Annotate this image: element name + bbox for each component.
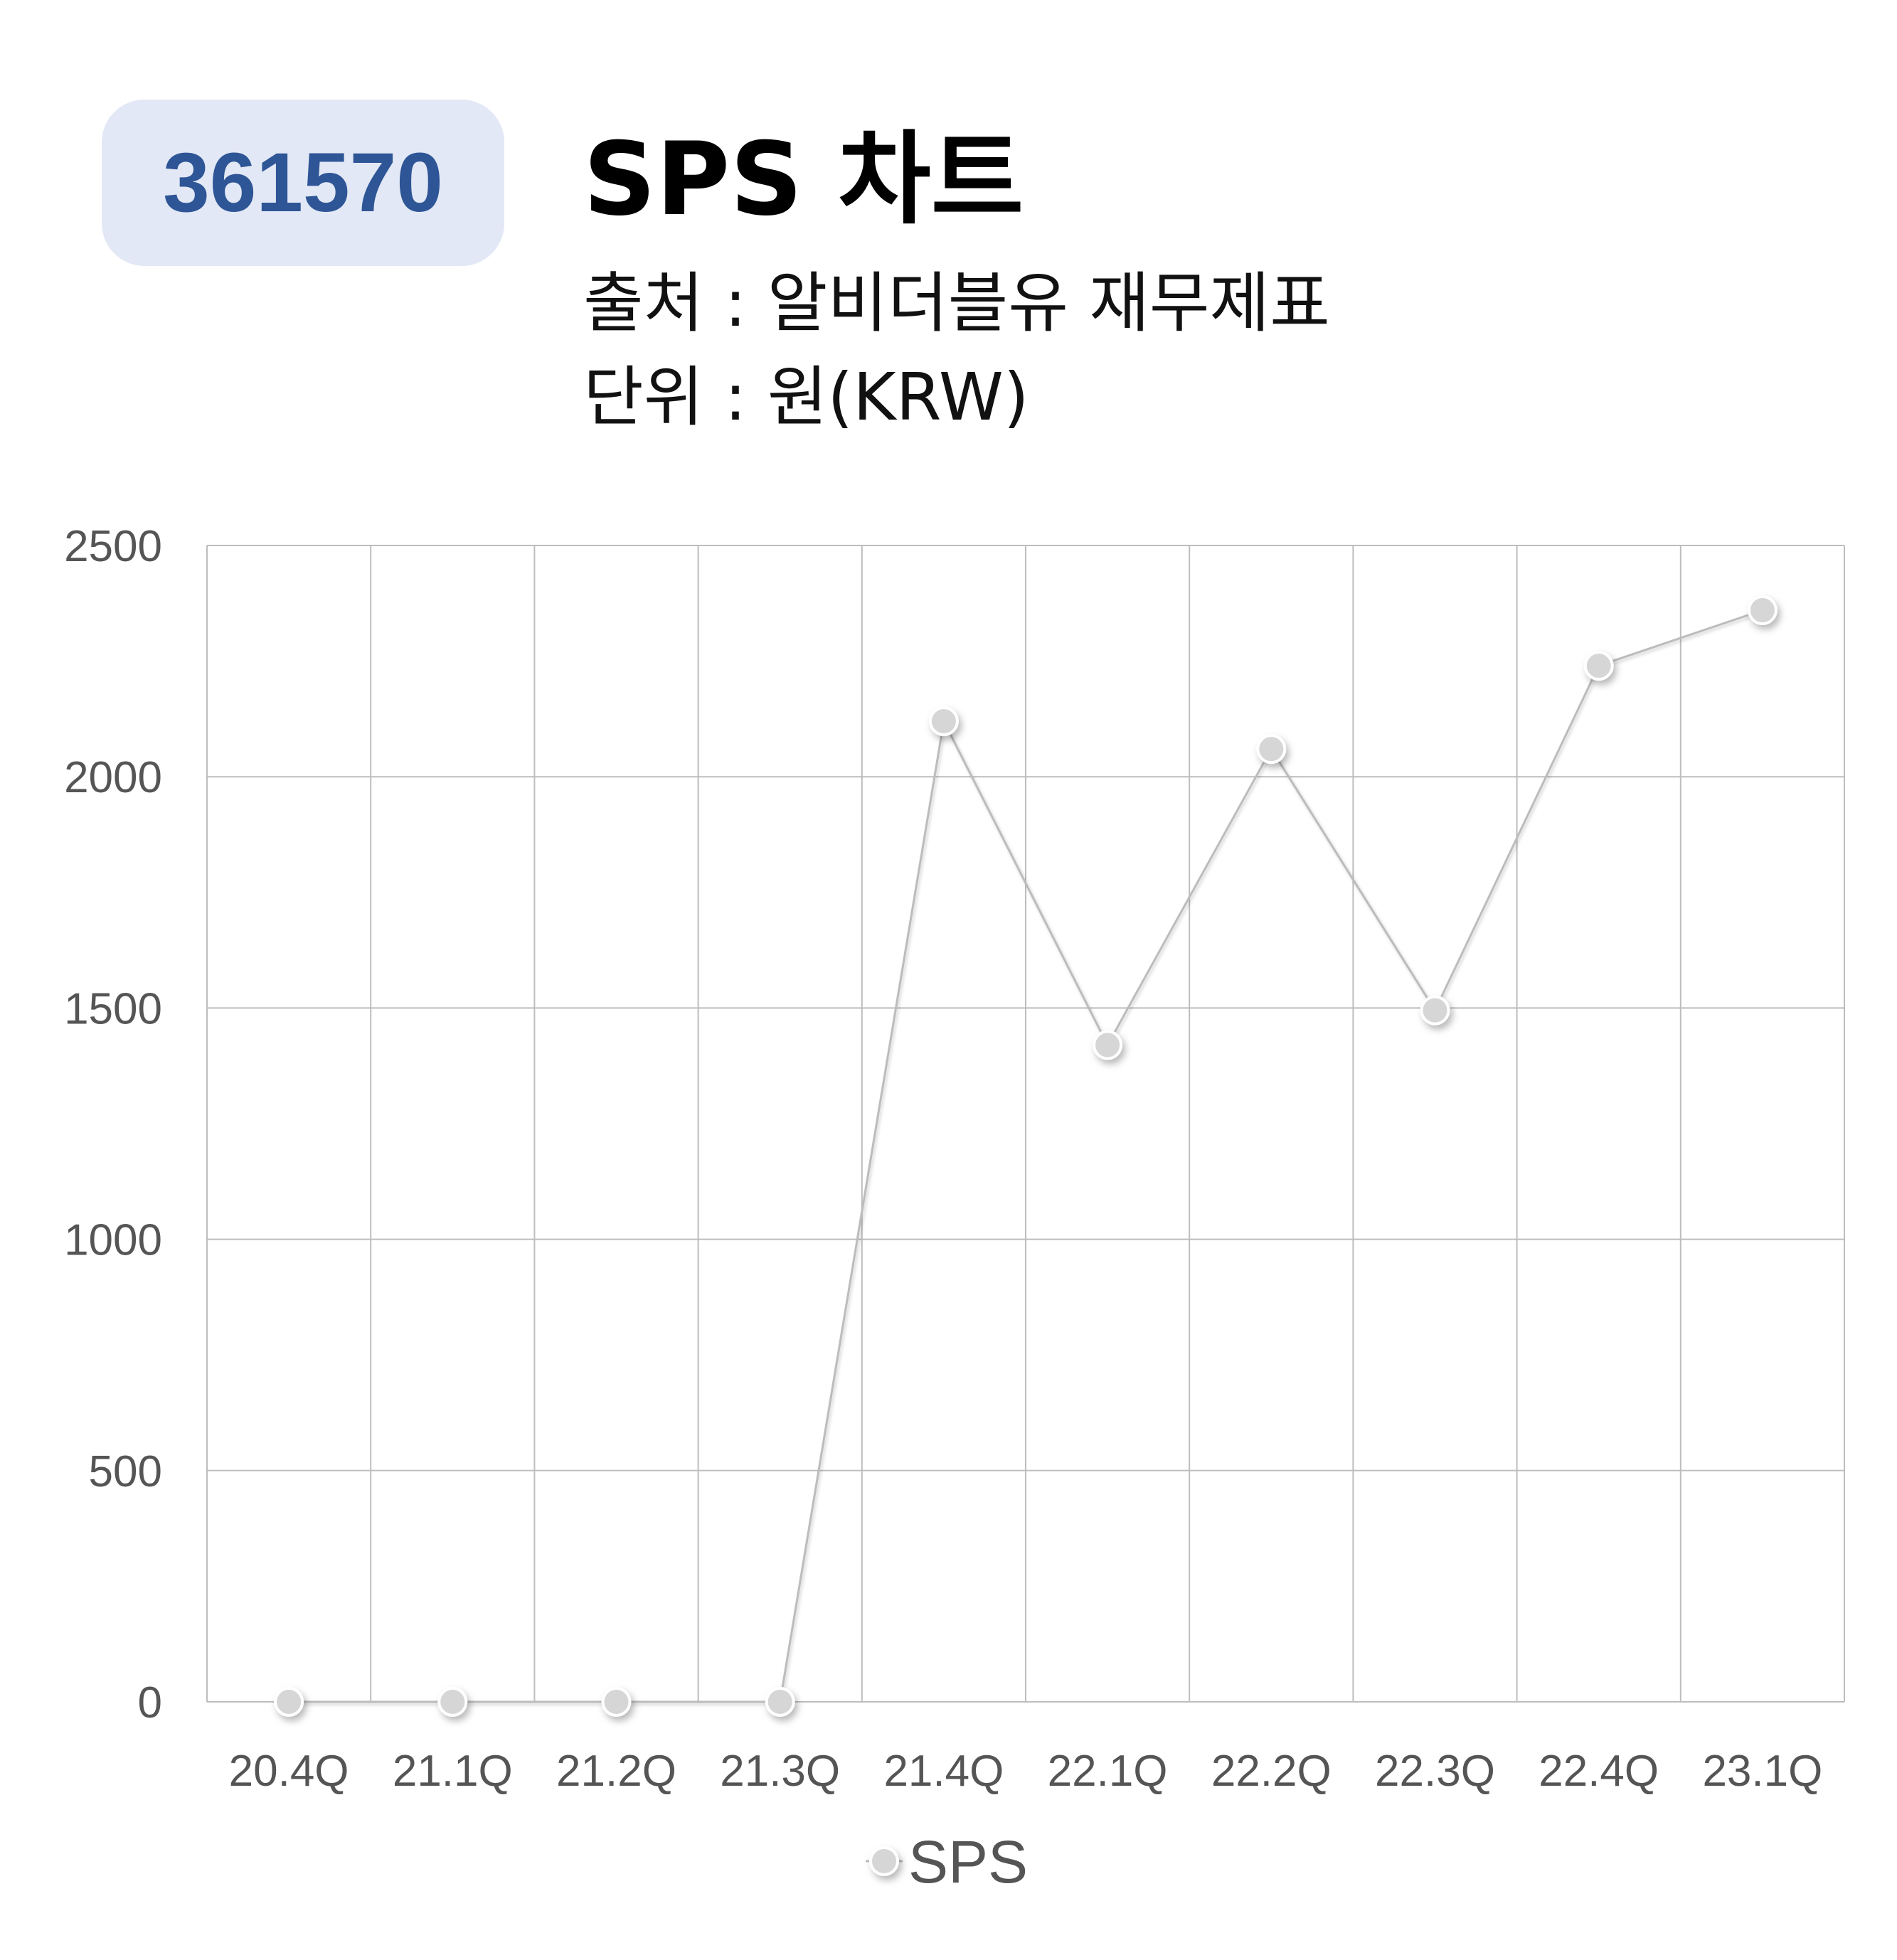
- source-label: 출처 : 알비더블유 재무제표: [583, 265, 1330, 341]
- data-point: [928, 706, 959, 737]
- x-tick-label: 22.1Q: [1048, 1747, 1168, 1796]
- x-tick-label: 22.2Q: [1211, 1747, 1332, 1796]
- data-point: [274, 1687, 304, 1717]
- x-tick-label: 20.4Q: [229, 1747, 349, 1796]
- x-tick-label: 21.1Q: [393, 1747, 513, 1796]
- data-point: [1093, 1030, 1123, 1060]
- y-tick-label: 0: [138, 1678, 162, 1727]
- x-tick-label: 21.3Q: [720, 1747, 840, 1796]
- unit-label: 단위 : 원(KRW): [583, 359, 1029, 435]
- data-point: [437, 1687, 468, 1717]
- data-point: [601, 1687, 632, 1717]
- data-point: [765, 1687, 795, 1717]
- x-axis: 20.4Q 21.1Q 21.2Q 21.3Q 21.4Q 22.1Q 22.2Q 22.3Q…: [229, 1747, 1823, 1796]
- data-point: [1747, 595, 1778, 626]
- x-tick-label: 21.4Q: [883, 1747, 1004, 1796]
- y-tick-label: 1000: [64, 1216, 162, 1265]
- data-point: [1583, 651, 1614, 681]
- y-tick-label: 500: [89, 1447, 162, 1496]
- y-tick-label: 2500: [64, 522, 162, 571]
- data-point: [1256, 734, 1287, 765]
- grid: [206, 545, 1845, 1703]
- legend-label: SPS: [908, 1828, 1028, 1895]
- series-sps: [274, 595, 1778, 1717]
- legend: SPS: [866, 1828, 1028, 1895]
- y-tick-label: 2000: [64, 753, 162, 802]
- y-tick-label: 1500: [64, 984, 162, 1033]
- ticker-badge: 361570: [102, 100, 504, 266]
- x-tick-label: 21.2Q: [556, 1747, 676, 1796]
- legend-marker: [869, 1846, 899, 1876]
- x-tick-label: 22.4Q: [1539, 1747, 1659, 1796]
- data-point: [1420, 995, 1450, 1026]
- y-axis: 0 500 1000 1500 2000 2500: [64, 522, 162, 1727]
- x-tick-label: 23.1Q: [1702, 1747, 1822, 1796]
- series-line: [289, 609, 1763, 1703]
- chart-title: SPS 차트: [583, 121, 1024, 238]
- x-tick-label: 22.3Q: [1375, 1747, 1495, 1796]
- ticker-code: 361570: [163, 136, 443, 230]
